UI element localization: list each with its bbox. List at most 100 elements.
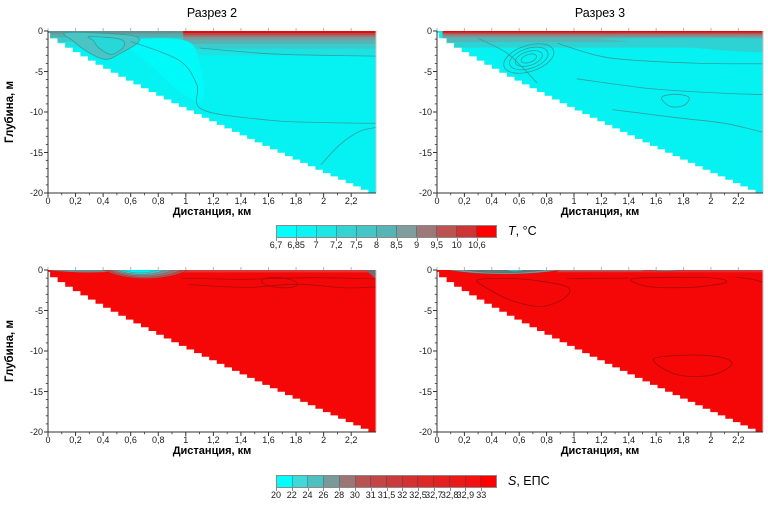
colorbar-segment [377, 226, 397, 237]
colorbar-tick [456, 238, 458, 241]
colorbar-tick [354, 488, 356, 491]
colorbar-tick-label: 7,5 [350, 240, 363, 250]
y-tick-label: -5 [34, 66, 43, 77]
x-axis-label-t3: Дистанция, км [560, 206, 640, 218]
colorbar-segment [339, 476, 356, 487]
colorbar-tick-label: 30 [349, 490, 360, 500]
colorbar-segment [371, 476, 388, 487]
temperature-colorbar [276, 225, 497, 238]
x-tick-label: 0,6 [512, 196, 526, 206]
wedge-fill [437, 270, 763, 432]
y-tick-label: 0 [37, 26, 43, 36]
colorbar-tick-label: 7,2 [330, 240, 343, 250]
colorbar-segment [417, 226, 437, 237]
y-tick-label: -10 [418, 346, 432, 356]
x-tick-label: 2,2 [344, 435, 358, 445]
colorbar-tick [416, 238, 418, 241]
wedge-fill [48, 31, 376, 193]
x-tick-label: 2 [321, 196, 327, 206]
colorbar-tick-label: 32,5 [409, 490, 427, 500]
y-axis-label-wrap-top: Глубина, м [2, 31, 18, 193]
colorbar-tick-label: 32,7 [425, 490, 443, 500]
colorbar-tick [356, 238, 358, 241]
colorbar-segment [277, 476, 293, 487]
colorbar-tick-label: 20 [270, 490, 281, 500]
colorbar-tick [449, 488, 451, 491]
x-tick-label: 0,2 [69, 435, 82, 445]
colorbar-segment [477, 226, 496, 237]
colorbar-tick-label: 7 [313, 240, 319, 250]
colorbar-tick [276, 488, 277, 491]
plot-svg-t2 [44, 28, 377, 197]
colorbar-segment [355, 476, 372, 487]
x-tick-label: 1,2 [207, 435, 220, 445]
x-tick-label: 0,4 [96, 435, 110, 445]
colorbar-tick-label: 32,9 [456, 490, 475, 500]
colorbar-segment [402, 476, 419, 487]
colorbar-tick-label: 24 [302, 490, 313, 500]
colorbar-segment [437, 226, 457, 237]
colorbar-tick-label: 9,5 [430, 240, 443, 250]
y-tick-label: -10 [29, 107, 43, 117]
x-tick-label: 1 [571, 196, 577, 206]
x-tick-label: 0,2 [458, 435, 471, 445]
colorbar-tick [307, 488, 309, 491]
axis-frame [433, 267, 764, 436]
x-tick-label: 0,8 [151, 196, 165, 206]
colorbar-tick-label: 33 [476, 490, 487, 500]
x-tick-label: 1 [183, 435, 189, 445]
x-tick-label: 1,6 [649, 435, 663, 445]
y-tick-label: -20 [29, 188, 43, 198]
x-tick-label: 2 [708, 196, 714, 206]
x-tick-label: 0,4 [485, 435, 499, 445]
plot-area [433, 267, 764, 436]
colorbar-tick [476, 238, 478, 241]
y-tick-label: -20 [29, 427, 43, 437]
colorbar-tick [370, 488, 372, 491]
x-tick-label: 1,6 [262, 196, 275, 206]
y-tick-label: -20 [418, 188, 432, 198]
axis-frame [44, 28, 377, 197]
x-tick-label: 0,6 [512, 435, 526, 445]
salinity-colorbar-unit: , ЕПС [516, 474, 550, 488]
y-tick-label: -5 [423, 66, 432, 77]
plot-svg-t3 [433, 28, 764, 197]
x-tick-label: 1,4 [234, 196, 248, 206]
colorbar-tick [323, 488, 325, 491]
colorbar-segment [297, 226, 317, 237]
colorbar-tick [402, 488, 404, 491]
y-tick-label: -10 [29, 346, 43, 356]
y-tick-label: -10 [418, 107, 432, 117]
y-axis-label-wrap-bottom: Глубина, м [2, 270, 18, 432]
colorbar-segment [481, 476, 497, 487]
x-tick-label: 1,6 [649, 196, 663, 206]
y-tick-label: 0 [426, 265, 432, 275]
plot-area [433, 28, 764, 197]
colorbar-tick-label: 32,8 [440, 490, 459, 500]
x-tick-label: 0,8 [151, 435, 165, 445]
y-tick-label: -15 [29, 386, 43, 397]
salinity-colorbar-title: S, ЕПС [508, 474, 550, 488]
colorbar-tick-label: 22 [286, 490, 297, 500]
colorbar-tick-label: 31 [365, 490, 376, 500]
x-tick-label: 0,6 [124, 196, 137, 206]
colorbar-tick-label: 32 [397, 490, 408, 500]
y-tick-label: -5 [423, 305, 432, 316]
colorbar-segment [357, 226, 377, 237]
y-tick-label: -5 [34, 305, 43, 316]
colorbar-tick [296, 238, 298, 241]
colorbar-segment [465, 476, 482, 487]
colorbar-tick [396, 238, 398, 241]
x-tick-label: 1,2 [207, 196, 220, 206]
x-tick-label: 0,4 [96, 196, 110, 206]
colorbar-tick-label: 10,6 [468, 240, 486, 250]
x-tick-label: 0,8 [540, 196, 553, 206]
y-tick-label: -15 [418, 386, 432, 397]
colorbar-tick [436, 238, 438, 241]
wedge-fill [437, 31, 763, 193]
colorbar-tick [276, 238, 277, 241]
colorbar-segment [324, 476, 340, 487]
colorbar-tick [465, 488, 467, 491]
plot-svg-s2 [44, 267, 377, 436]
